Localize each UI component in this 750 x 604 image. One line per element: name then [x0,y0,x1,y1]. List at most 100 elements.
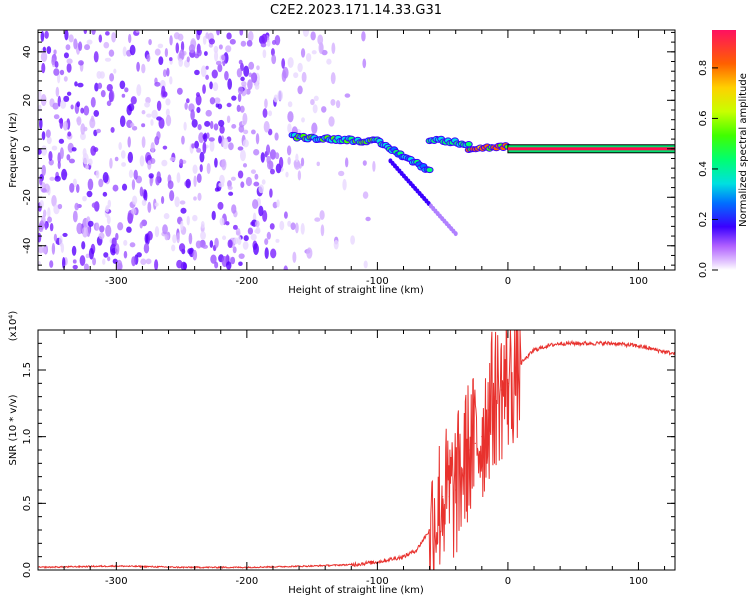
spectrogram-cell [141,199,147,207]
spectrogram-cell [267,128,273,136]
spectrogram-cell [97,82,103,89]
y-tick-label: 1.0 [22,429,33,445]
spectrogram-cell [176,259,183,269]
spectrogram-cell [192,214,198,222]
spectrogram-cell [163,213,170,220]
spectrogram-cell [293,160,301,170]
spectrogram-cell [136,252,142,258]
spectrogram-cell [136,84,142,97]
spectrogram-cell [173,32,180,40]
spectrogram-cell [106,83,113,92]
spectrogram-cell [165,98,171,106]
spectrogram-cell [78,41,83,52]
spectrogram-cell [241,81,247,87]
spectrogram-cell [311,122,318,135]
spectrogram-cell [330,98,336,106]
spectrogram-cell [168,57,173,62]
spectrogram-cell [203,132,208,143]
spectrogram-cell [103,41,110,49]
spectrogram-cell [100,90,106,98]
snr-point [520,362,522,364]
spectrogram-cell [243,235,249,242]
snr-axes: -300 -200 -100 0 100 0.0 0.5 1.0 1.5 [22,330,675,587]
spectrogram-cell [227,239,233,249]
spectrogram-cell [105,31,110,36]
spectrogram-cell [158,56,164,66]
spectrogram-cell [108,49,115,57]
spectrogram-cell [262,49,267,59]
spectrogram-cell [230,256,236,265]
spectrogram-cell [72,178,78,188]
spectrogram-cell [48,150,53,162]
x-tick-label: -100 [366,576,389,587]
snr-point [546,345,548,347]
spectrogram-cell [283,211,288,219]
spectrogram-cell [130,96,137,105]
spectrogram-cell [196,30,203,36]
spectrogram-cell [179,49,185,61]
spectrogram-cell [151,109,158,119]
snr-point [415,549,418,551]
spectrogram-cell [237,86,244,95]
spectrogram-cell [274,34,281,46]
spectrogram-cell [184,102,188,110]
spectrogram-cell [202,84,206,94]
colorbar [712,30,736,270]
spectrogram-cell [231,95,237,101]
spectrogram-cell [253,181,260,187]
spectrogram-cell [66,58,73,65]
spectrogram-cell [319,42,324,54]
spectrogram-cell [225,261,232,270]
spectrogram-cell [179,200,186,205]
spectrogram-cell [176,232,180,244]
colorbar-tick-label: 0.2 [698,212,709,228]
spectrogram-cell [209,140,215,152]
spectrogram-cell [218,135,222,144]
spectrogram-cell [312,104,318,114]
spectrogram-cell [286,145,292,156]
snr-point [559,342,561,344]
spectrogram-cell [287,57,294,69]
spectrogram-cell [264,247,269,260]
spectrogram-cell [258,184,264,194]
spectrogram-cell [362,58,367,69]
x-tick-label: -200 [236,576,259,587]
spectrogram-cell [365,216,371,222]
spectrogram-cell [59,235,63,247]
spectrogram-cell [219,217,225,226]
spectrogram-cell [93,51,99,63]
y-tick-label: 1.5 [22,362,33,378]
spectrogram-cell [200,231,206,240]
spectrogram-cell [230,176,236,181]
spectrogram-cell [84,44,91,51]
spectrogram-cell [69,182,75,193]
spectrogram-cell [228,142,234,151]
spectrogram-cell [88,158,93,166]
spectrogram-cell [285,171,289,178]
spectrogram-cell [72,264,78,270]
carrier-line [507,147,675,151]
spectrogram-cell [191,118,198,128]
spectrogram-cell [210,254,217,264]
spectrogram-cell [82,195,87,202]
spectrogram-cell [98,34,103,43]
spectrogram-cell [266,231,271,240]
spectrogram-cell [254,83,260,90]
spectrogram-cell [209,81,213,90]
snr-ylabel: SNR (10 * v/v) [8,394,19,465]
spectrogram-cell [49,176,55,181]
spectrogram-cell [205,32,209,39]
spectrogram-cell [270,48,275,57]
spectrogram-cell [91,30,96,35]
spectrogram-cell [87,220,94,227]
spectrogram-cell [49,260,54,268]
spectrogram-cell [58,138,65,144]
y-tick-label: 20 [22,94,33,107]
spectrogram-cell [295,222,299,234]
spectrogram-cell [181,135,185,145]
spectrogram-cell [144,101,150,108]
spectrogram-cell [154,48,161,56]
spectrogram-cell [225,221,230,226]
